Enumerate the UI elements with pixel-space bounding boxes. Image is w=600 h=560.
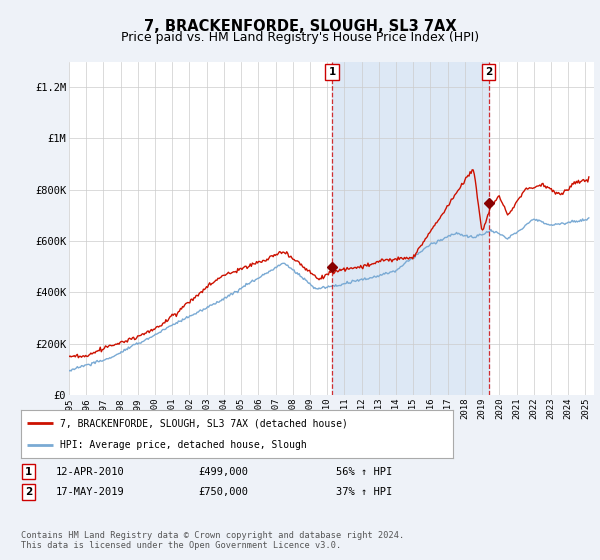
Text: 17-MAY-2019: 17-MAY-2019 bbox=[56, 487, 125, 497]
Text: £750,000: £750,000 bbox=[198, 487, 248, 497]
Text: 7, BRACKENFORDE, SLOUGH, SL3 7AX (detached house): 7, BRACKENFORDE, SLOUGH, SL3 7AX (detach… bbox=[60, 418, 348, 428]
Bar bbox=[332, 62, 488, 395]
Text: 1: 1 bbox=[25, 466, 32, 477]
Text: £499,000: £499,000 bbox=[198, 466, 248, 477]
Text: 2: 2 bbox=[25, 487, 32, 497]
Text: 56% ↑ HPI: 56% ↑ HPI bbox=[336, 466, 392, 477]
Text: HPI: Average price, detached house, Slough: HPI: Average price, detached house, Slou… bbox=[60, 440, 307, 450]
Text: Price paid vs. HM Land Registry's House Price Index (HPI): Price paid vs. HM Land Registry's House … bbox=[121, 31, 479, 44]
Text: 37% ↑ HPI: 37% ↑ HPI bbox=[336, 487, 392, 497]
Text: 7, BRACKENFORDE, SLOUGH, SL3 7AX: 7, BRACKENFORDE, SLOUGH, SL3 7AX bbox=[143, 19, 457, 34]
Text: 12-APR-2010: 12-APR-2010 bbox=[56, 466, 125, 477]
Text: 1: 1 bbox=[328, 67, 335, 77]
Text: Contains HM Land Registry data © Crown copyright and database right 2024.
This d: Contains HM Land Registry data © Crown c… bbox=[21, 531, 404, 550]
Text: 2: 2 bbox=[485, 67, 492, 77]
